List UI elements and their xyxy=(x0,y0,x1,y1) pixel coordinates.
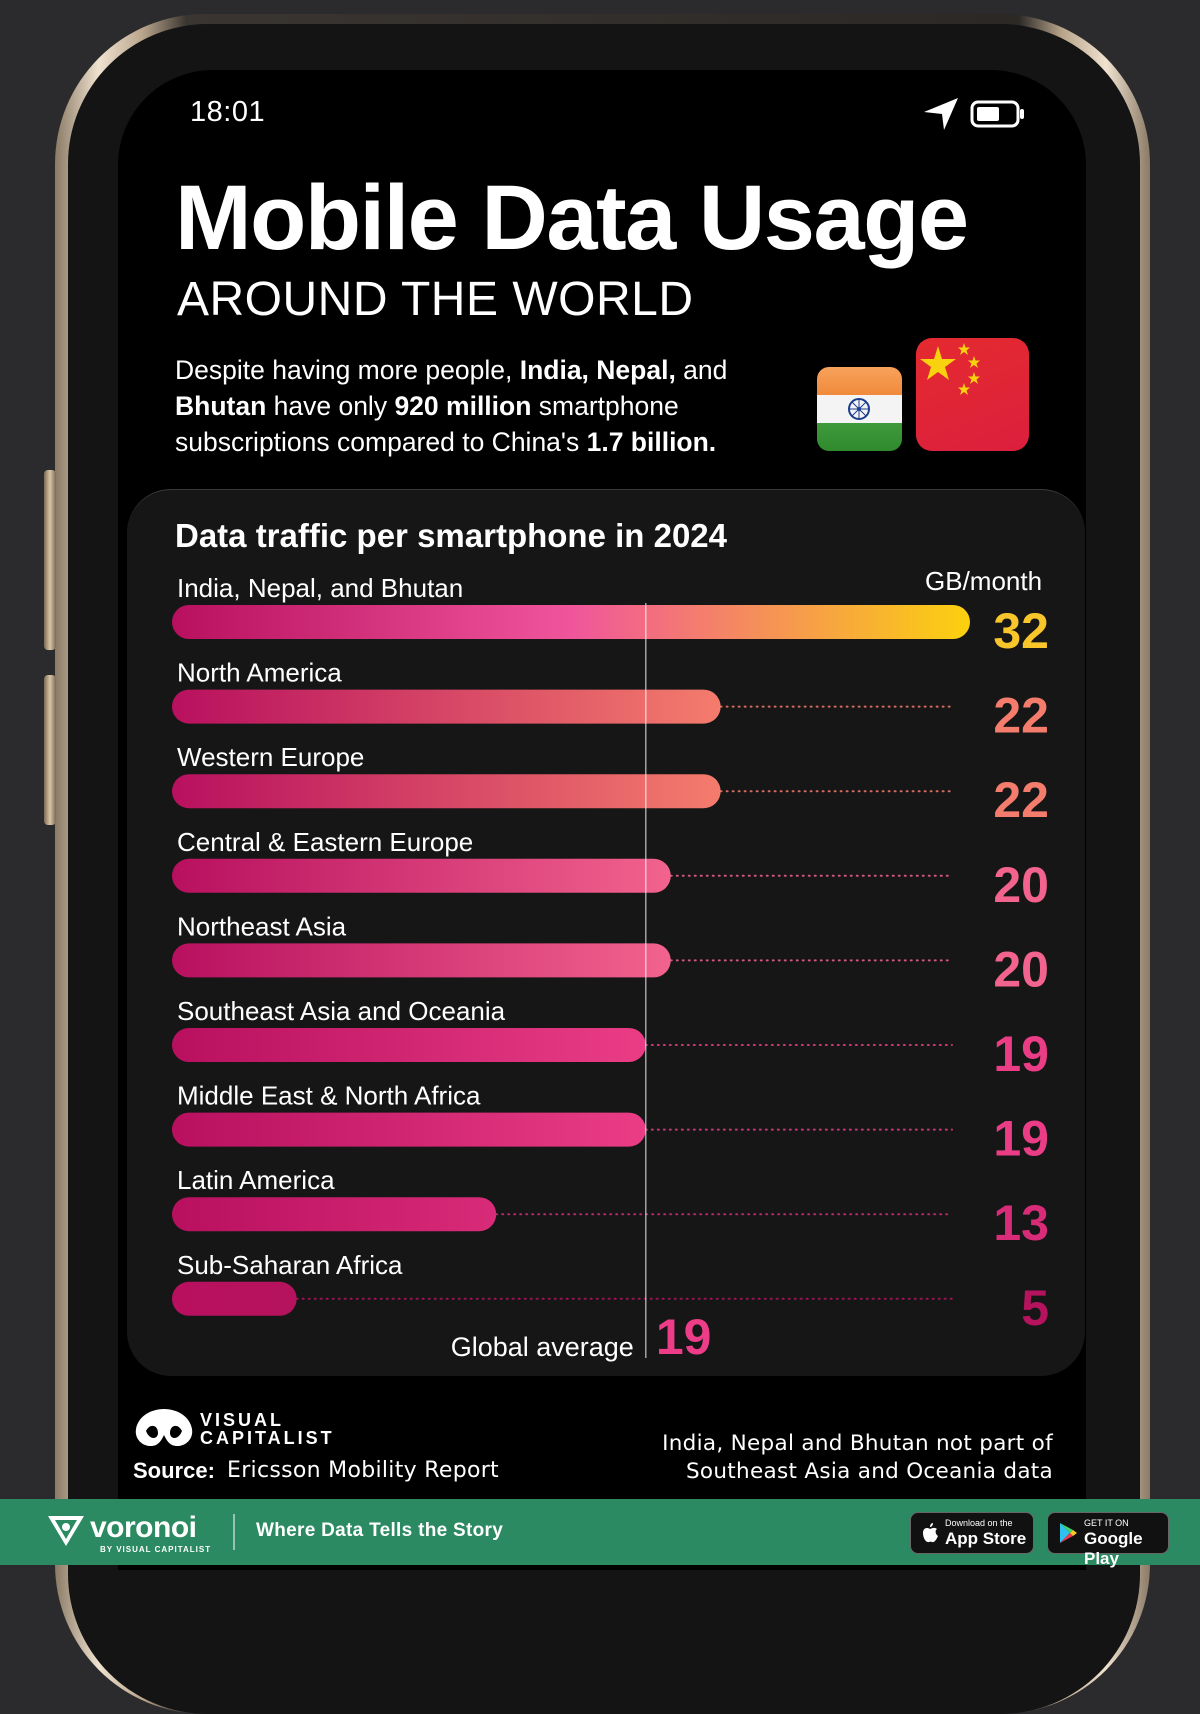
footnote: India, Nepal and Bhutan not part of Sout… xyxy=(600,1430,1053,1486)
intro-text-run: and xyxy=(675,355,728,385)
google-play-label: Google Play xyxy=(1084,1529,1143,1568)
intro-highlight: Bhutan xyxy=(175,391,267,421)
footer-tagline: Where Data Tells the Story xyxy=(256,1520,504,1541)
bar-label: Western Europe xyxy=(177,742,364,772)
bar-label: Latin America xyxy=(177,1165,335,1195)
voronoi-logo-icon xyxy=(48,1516,84,1546)
intro-highlight: India, Nepal, xyxy=(519,355,676,385)
google-play-button[interactable]: GET IT ON Google Play xyxy=(1047,1512,1169,1568)
bar-value-label: 22 xyxy=(993,772,1049,828)
app-store-small-label: Download on the xyxy=(945,1518,1013,1528)
page-title: Mobile Data Usage xyxy=(175,167,969,269)
source-label: Source: xyxy=(133,1458,215,1483)
phone-volume-down-button xyxy=(44,675,56,825)
app-store-label: App Store xyxy=(945,1529,1027,1548)
bar xyxy=(172,689,721,724)
visual-capitalist-logo-icon xyxy=(135,1409,193,1447)
china-flag-icon xyxy=(916,338,1029,451)
global-average-value: 19 xyxy=(656,1309,712,1365)
app-store-button[interactable]: Download on the App Store xyxy=(910,1512,1034,1554)
google-play-small-label: GET IT ON xyxy=(1084,1518,1129,1528)
intro-highlight: 920 million xyxy=(394,391,532,421)
bar xyxy=(172,774,721,809)
bar-label: Central & Eastern Europe xyxy=(177,827,473,857)
bar-label: North America xyxy=(177,658,342,688)
bar-label: Sub-Saharan Africa xyxy=(177,1250,403,1280)
location-arrow-icon xyxy=(924,98,958,130)
bar-chart: India, Nepal, and Bhutan 32 North America 2… xyxy=(172,573,1049,1365)
page-subtitle: AROUND THE WORLD xyxy=(177,273,694,326)
intro-text-run: have only xyxy=(266,391,395,421)
voronoi-wordmark: voronoi xyxy=(90,1511,197,1544)
india-flag-icon xyxy=(817,367,902,451)
bar-label: Middle East & North Africa xyxy=(177,1081,481,1111)
intro-text-run: smartphone subscriptions compared to Chi… xyxy=(175,391,679,457)
bar-value-label: 22 xyxy=(993,688,1049,744)
bar-value-label: 5 xyxy=(1021,1280,1049,1336)
source-text: Ericsson Mobility Report xyxy=(227,1458,499,1483)
footer-divider xyxy=(233,1514,235,1550)
chart-unit-label: GB/month xyxy=(925,566,1043,596)
apple-icon xyxy=(923,1523,938,1543)
battery-icon xyxy=(970,100,1024,128)
bar-label: Northeast Asia xyxy=(177,911,347,941)
bar xyxy=(172,1281,297,1316)
intro-text-run: Despite having more people, xyxy=(175,355,520,385)
bar xyxy=(172,1112,646,1147)
bar-label: India, Nepal, and Bhutan xyxy=(177,573,463,603)
bar-value-label: 20 xyxy=(993,941,1049,997)
global-average-label: Global average xyxy=(451,1332,634,1362)
bar-value-label: 19 xyxy=(993,1111,1049,1167)
bar-value-label: 13 xyxy=(993,1195,1049,1251)
bar xyxy=(172,943,671,978)
status-bar-time: 18:01 xyxy=(190,96,266,128)
voronoi-byline: BY VISUAL CAPITALIST xyxy=(100,1545,212,1554)
phone-volume-up-button xyxy=(44,470,56,650)
footnote-line: Southeast Asia and Oceania data xyxy=(685,1459,1053,1484)
bar-label: Southeast Asia and Oceania xyxy=(177,996,506,1026)
footnote-line: India, Nepal and Bhutan not part of xyxy=(662,1431,1053,1456)
bar xyxy=(172,1028,646,1062)
bar-value-label: 20 xyxy=(993,857,1049,913)
chart-title: Data traffic per smartphone in 2024 xyxy=(175,517,728,554)
intro-highlight: 1.7 billion. xyxy=(586,427,717,457)
visual-capitalist-wordmark: VISUAL CAPITALIST xyxy=(200,1410,335,1448)
bar-value-label: 19 xyxy=(993,1026,1049,1082)
bar xyxy=(172,858,671,893)
bar-value-label: 32 xyxy=(993,603,1049,659)
bar xyxy=(172,605,970,639)
google-play-icon xyxy=(1060,1523,1077,1543)
bar xyxy=(172,1197,497,1232)
intro-text: Despite having more people, India, Nepal… xyxy=(175,352,795,460)
